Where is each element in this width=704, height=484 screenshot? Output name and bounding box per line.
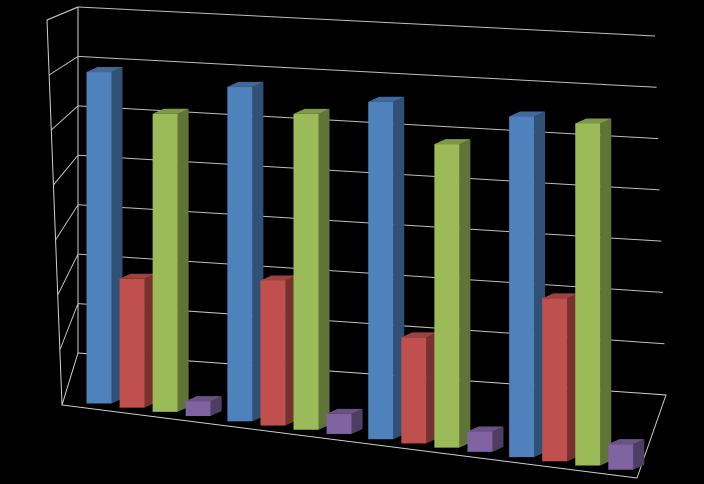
bar-top — [467, 426, 504, 432]
bar-front — [509, 116, 535, 458]
side-gridline — [55, 204, 79, 241]
bar-top — [152, 108, 189, 114]
bar-side — [351, 408, 363, 434]
bar-top — [185, 396, 222, 402]
bar-top — [293, 108, 330, 114]
bar — [608, 439, 645, 470]
bar-front — [368, 101, 394, 440]
bar-top — [542, 293, 579, 299]
bar — [368, 96, 405, 440]
bar-front — [575, 123, 601, 466]
side-gridline — [46, 6, 79, 21]
bar — [542, 293, 579, 462]
bar-front — [185, 401, 211, 417]
bar-top — [509, 111, 546, 117]
bar-side — [459, 139, 471, 448]
bar — [227, 81, 264, 422]
bar-side — [633, 439, 645, 470]
bar — [401, 332, 438, 444]
bar-side — [492, 426, 504, 452]
bar — [185, 396, 222, 417]
bar — [293, 108, 330, 430]
bar-top — [575, 118, 612, 124]
bar-side — [600, 118, 612, 466]
bar-top — [401, 332, 438, 338]
bar — [509, 111, 546, 458]
bar-top — [119, 273, 156, 279]
side-gridline — [57, 253, 79, 296]
side-gridline — [50, 105, 79, 131]
bar — [434, 139, 471, 448]
side-gridline — [59, 303, 79, 351]
bar-front — [152, 113, 178, 412]
bar-front — [401, 337, 427, 444]
bar-front — [227, 86, 253, 422]
bar-front — [542, 298, 568, 462]
bar-top — [86, 67, 123, 73]
bar-top — [260, 275, 297, 281]
bar-front — [467, 431, 493, 452]
bar-side — [177, 108, 189, 412]
bar-top — [434, 139, 471, 145]
bar-front — [86, 72, 112, 404]
bar-front — [608, 444, 634, 470]
bar-top — [608, 439, 645, 445]
bar-top — [368, 96, 405, 102]
bar-top — [326, 408, 363, 414]
bar-top — [227, 81, 264, 87]
wall-front-edge — [46, 19, 63, 406]
bar-front — [260, 280, 286, 426]
gridline — [77, 6, 656, 37]
bar — [152, 108, 189, 412]
bar — [119, 273, 156, 408]
bar — [326, 408, 363, 434]
bar-front — [326, 413, 352, 434]
bar-front — [293, 113, 319, 430]
gridline — [77, 55, 657, 88]
bar-side — [210, 396, 222, 417]
bar — [86, 67, 123, 404]
bar-front — [434, 144, 460, 448]
bar — [467, 426, 504, 452]
bar — [575, 118, 612, 466]
bars — [86, 67, 645, 470]
bar-side — [318, 108, 330, 430]
bar — [260, 275, 297, 426]
side-gridline — [48, 56, 79, 76]
side-gridline — [53, 154, 79, 186]
bar-front — [119, 278, 145, 408]
